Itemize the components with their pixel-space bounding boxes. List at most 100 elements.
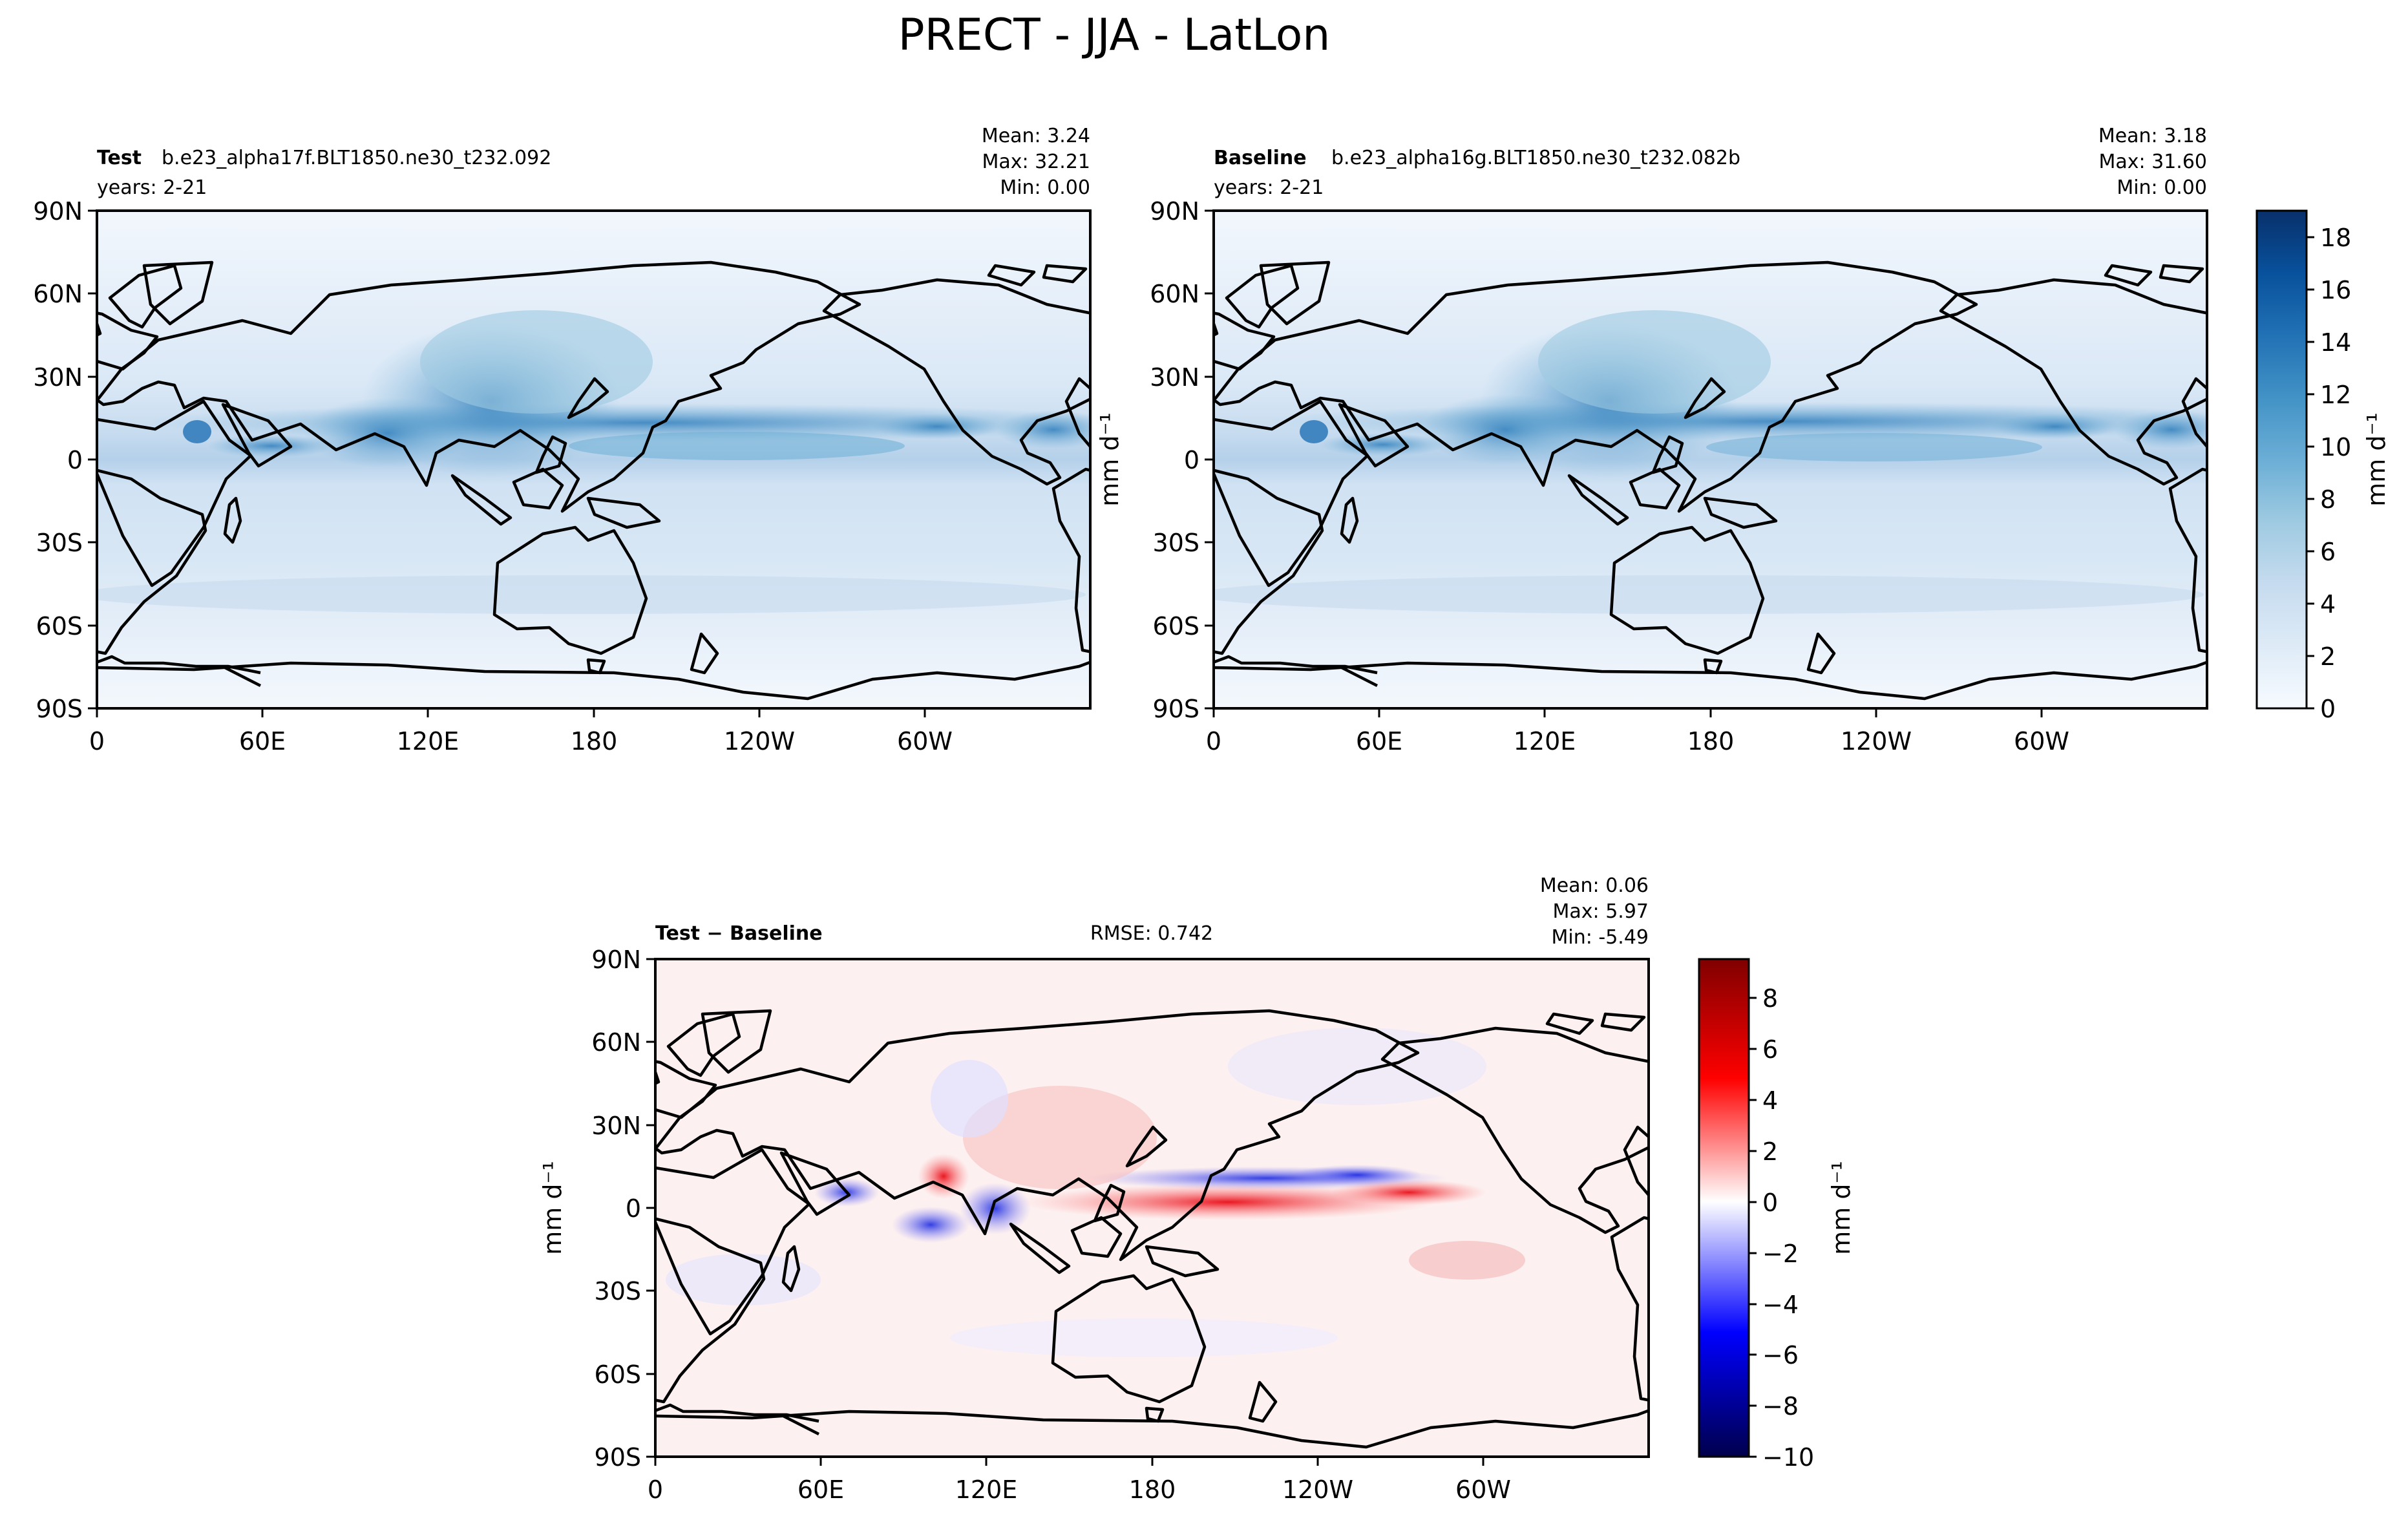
panel-test-xticks: 0 60E 120E 180 120W 60W	[89, 708, 953, 756]
panel-difference: Test − Baseline RMSE: 0.742 Mean: 0.06 M…	[538, 874, 1855, 1504]
panel-test-xtick-label: 60W	[897, 727, 953, 756]
seismic-colorbar-ticks: 8 6 4 2 0 −2 −4 −6 −8 −10	[1749, 984, 1814, 1472]
panel-baseline-xtick-label: 180	[1687, 727, 1735, 756]
panel-difference-xtick-label: 60W	[1455, 1475, 1511, 1504]
seismic-colorbar: 8 6 4 2 0 −2 −4 −6 −8 −10 mm d⁻¹	[1698, 958, 1855, 1472]
blues-colorbar-tick-label: 2	[2320, 642, 2336, 671]
panel-difference-rmse: RMSE: 0.742	[1090, 922, 1213, 945]
panel-difference-map	[655, 959, 1649, 1457]
seismic-colorbar-tick-label: 2	[1762, 1137, 1778, 1166]
panel-test-map	[97, 211, 1090, 708]
panel-baseline-label: Baseline	[1214, 147, 1307, 169]
panel-test-ytick-label: 0	[67, 446, 83, 474]
seismic-colorbar-gradient	[1698, 958, 1750, 1458]
panel-test-yticks: 90N 60N 30N 0 30S 60S 90S	[33, 197, 97, 723]
blues-colorbar: 0 2 4 6 8 10 12 14 16 18 mm d⁻¹	[2255, 209, 2391, 723]
panel-difference-anomaly-field	[666, 1028, 1525, 1357]
panel-test-xtick-label: 0	[89, 727, 105, 756]
panel-baseline-ytick-label: 60N	[1150, 280, 1199, 308]
panel-difference-xtick-label: 60E	[797, 1475, 844, 1504]
seismic-colorbar-tick-label: −4	[1762, 1291, 1799, 1319]
panel-difference-ytick-label: 60N	[591, 1028, 641, 1057]
panel-test-xtick-label: 60E	[239, 727, 286, 756]
figure-title: PRECT - JJA - LatLon	[898, 10, 1331, 61]
panel-test-xtick-label: 120E	[397, 727, 459, 756]
panel-test-xtick-label: 120W	[724, 727, 795, 756]
seismic-colorbar-tick-label: 4	[1762, 1086, 1778, 1115]
panel-test-years: years: 2-21	[97, 176, 207, 199]
panel-baseline-xticks: 0 60E 120E 180 120W 60W	[1206, 708, 2069, 756]
blues-colorbar-gradient	[2255, 209, 2308, 710]
panel-baseline-ytick-label: 60S	[1153, 612, 1199, 640]
panel-difference-ytick-label: 0	[626, 1194, 641, 1223]
panel-difference-mean: Mean: 0.06	[1540, 874, 1649, 897]
panel-difference-xtick-label: 120E	[955, 1475, 1018, 1504]
panel-test-max: Max: 32.21	[982, 151, 1090, 173]
blues-colorbar-tick-label: 14	[2320, 328, 2351, 357]
panel-baseline-ytick-label: 90N	[1150, 197, 1199, 226]
panel-test-mean: Mean: 3.24	[982, 125, 1090, 147]
panel-difference-label: Test − Baseline	[655, 922, 823, 945]
panel-difference-xtick-label: 180	[1129, 1475, 1176, 1504]
panel-difference-ytick-label: 30S	[595, 1277, 641, 1305]
blues-colorbar-label: mm d⁻¹	[2362, 412, 2391, 507]
panel-test-ytick-label: 30N	[33, 363, 83, 392]
panel-test-ytick-label: 90N	[33, 197, 83, 226]
panel-baseline-ytick-label: 90S	[1153, 695, 1199, 723]
panel-test: Test b.e23_alpha17f.BLT1850.ne30_t232.09…	[33, 125, 1124, 756]
blues-colorbar-ticks: 0 2 4 6 8 10 12 14 16 18	[2307, 224, 2351, 723]
panel-test-ytick-label: 30S	[36, 529, 83, 557]
panel-baseline-yticks: 90N 60N 30N 0 30S 60S 90S	[1150, 197, 1214, 723]
panel-difference-ytick-label: 60S	[595, 1360, 641, 1389]
blues-colorbar-tick-label: 10	[2320, 433, 2351, 461]
panel-test-ylabel: mm d⁻¹	[1095, 412, 1124, 507]
panel-baseline-max: Max: 31.60	[2098, 151, 2207, 173]
panel-test-min: Min: 0.00	[1000, 176, 1090, 199]
blues-colorbar-tick-label: 0	[2320, 695, 2336, 723]
panel-baseline-ytick-label: 30N	[1150, 363, 1199, 392]
panel-test-case-name: b.e23_alpha17f.BLT1850.ne30_t232.092	[162, 147, 551, 169]
panel-baseline-ytick-label: 0	[1184, 446, 1199, 474]
panel-test-ytick-label: 90S	[36, 695, 83, 723]
panel-difference-min: Min: -5.49	[1552, 926, 1649, 949]
panel-difference-xticks: 0 60E 120E 180 120W 60W	[648, 1457, 1511, 1504]
panel-difference-xtick-label: 0	[648, 1475, 663, 1504]
seismic-colorbar-tick-label: −8	[1762, 1392, 1799, 1421]
panel-baseline-mean: Mean: 3.18	[2098, 125, 2207, 147]
seismic-colorbar-tick-label: 8	[1762, 984, 1778, 1013]
panel-test-ytick-label: 60S	[36, 612, 83, 640]
panel-test-xtick-label: 180	[571, 727, 618, 756]
seismic-colorbar-tick-label: −2	[1762, 1240, 1799, 1268]
panel-baseline: Baseline b.e23_alpha16g.BLT1850.ne30_t23…	[1150, 125, 2391, 756]
panel-baseline-min: Min: 0.00	[2117, 176, 2207, 199]
panel-baseline-years: years: 2-21	[1214, 176, 1324, 199]
seismic-colorbar-tick-label: 6	[1762, 1035, 1778, 1064]
blues-colorbar-tick-label: 8	[2320, 485, 2336, 514]
seismic-colorbar-tick-label: 0	[1762, 1189, 1778, 1217]
panel-difference-ytick-label: 90N	[591, 946, 641, 974]
panel-difference-ylabel: mm d⁻¹	[538, 1161, 567, 1255]
panel-difference-xtick-label: 120W	[1282, 1475, 1353, 1504]
panel-baseline-xtick-label: 120W	[1841, 727, 1912, 756]
panel-baseline-xtick-label: 120E	[1514, 727, 1576, 756]
panel-test-ytick-label: 60N	[33, 280, 83, 308]
blues-colorbar-tick-label: 12	[2320, 381, 2351, 409]
seismic-colorbar-label: mm d⁻¹	[1827, 1161, 1855, 1255]
blues-colorbar-tick-label: 16	[2320, 276, 2351, 304]
panel-baseline-xtick-label: 60W	[2014, 727, 2069, 756]
panel-baseline-case-name: b.e23_alpha16g.BLT1850.ne30_t232.082b	[1331, 147, 1740, 169]
panel-difference-max: Max: 5.97	[1553, 900, 1649, 923]
blues-colorbar-tick-label: 18	[2320, 224, 2351, 252]
blues-colorbar-tick-label: 6	[2320, 538, 2336, 566]
seismic-colorbar-tick-label: −6	[1762, 1341, 1799, 1369]
panel-difference-ytick-label: 30N	[591, 1112, 641, 1140]
seismic-colorbar-tick-label: −10	[1762, 1443, 1814, 1472]
panel-baseline-xtick-label: 0	[1206, 727, 1221, 756]
panel-test-label: Test	[97, 147, 142, 169]
panel-difference-ytick-label: 90S	[595, 1443, 641, 1472]
panel-baseline-map	[1214, 211, 2207, 708]
panel-baseline-ytick-label: 30S	[1153, 529, 1199, 557]
panel-difference-yticks: 90N 60N 30N 0 30S 60S 90S	[591, 946, 655, 1472]
panel-baseline-xtick-label: 60E	[1356, 727, 1402, 756]
